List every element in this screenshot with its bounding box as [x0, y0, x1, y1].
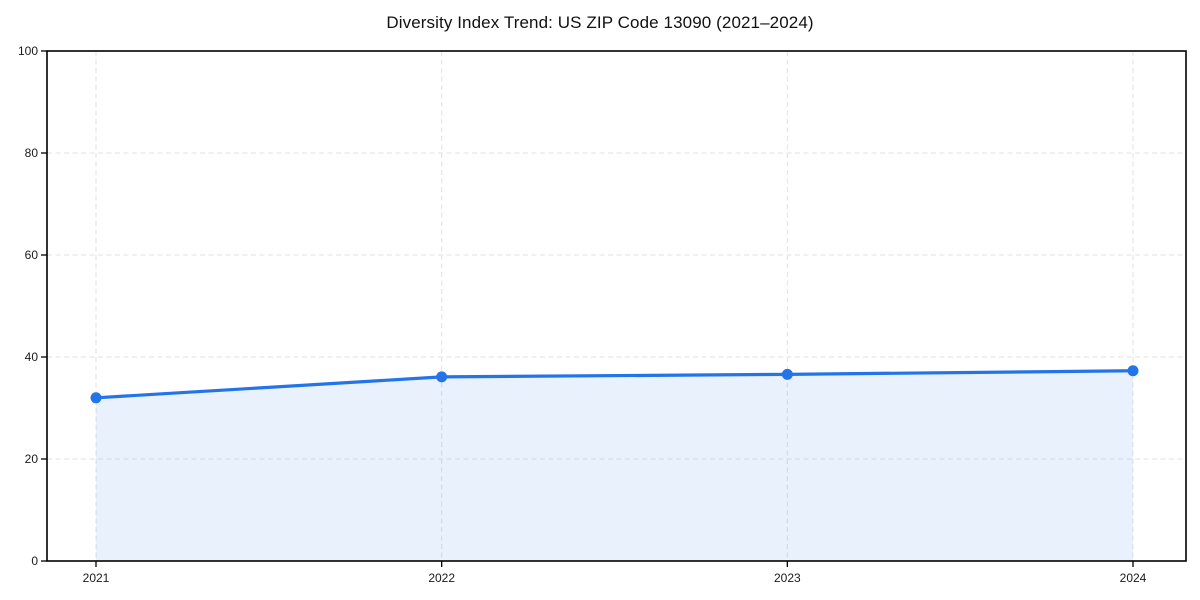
y-tick-label-40: 40 — [25, 350, 39, 364]
data-point-2022 — [436, 371, 448, 383]
x-tick-label-2024: 2024 — [1120, 571, 1147, 585]
chart-title: Diversity Index Trend: US ZIP Code 13090… — [386, 13, 814, 32]
x-tick-label-2021: 2021 — [83, 571, 110, 585]
y-tick-label-100: 100 — [18, 44, 38, 58]
y-tick-label-80: 80 — [25, 146, 39, 160]
data-point-2021 — [90, 392, 102, 404]
data-point-2023 — [781, 368, 793, 380]
x-tick-label-2022: 2022 — [428, 571, 455, 585]
area-fill — [96, 370, 1133, 561]
y-tick-label-20: 20 — [25, 452, 39, 466]
plot-border — [46, 50, 1187, 562]
trend-line — [94, 369, 1135, 400]
x-tick-label-2023: 2023 — [774, 571, 801, 585]
y-tick-label-60: 60 — [25, 248, 39, 262]
y-tick-label-0: 0 — [31, 554, 38, 568]
data-point-2024 — [1127, 365, 1139, 377]
